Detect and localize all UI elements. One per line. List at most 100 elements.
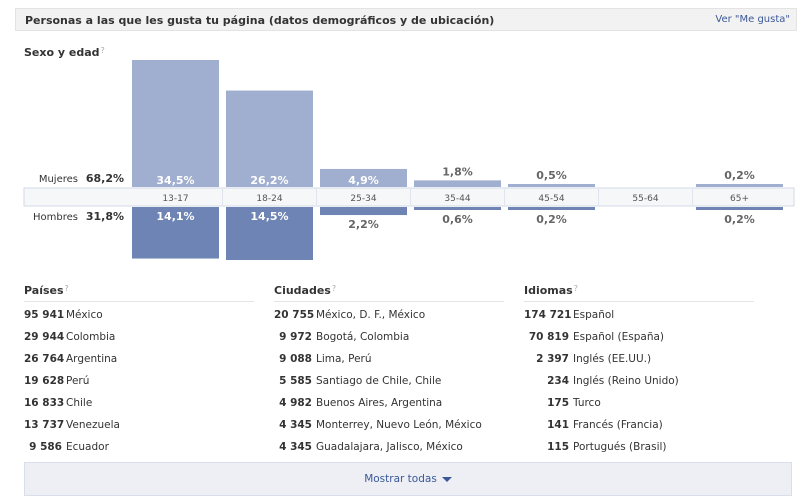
cities-title-text: Ciudades bbox=[274, 284, 331, 297]
item-count: 13 737 bbox=[24, 419, 65, 431]
item-count: 4 982 bbox=[279, 397, 312, 409]
age-tick-label: 55-64 bbox=[632, 194, 658, 204]
item-label: Monterrey, Nuevo León, México bbox=[316, 419, 482, 431]
item-label: Portugués (Brasil) bbox=[573, 441, 667, 453]
list-item: 4 982 Buenos Aires, Argentina bbox=[274, 394, 482, 416]
item-label: Español (España) bbox=[573, 331, 665, 343]
men-bar-label: 0,6% bbox=[442, 213, 473, 226]
item-count: 9 586 bbox=[29, 441, 62, 453]
list-item: 70 819 Español (España) bbox=[524, 328, 679, 350]
item-label: Guadalajara, Jalisco, México bbox=[316, 441, 463, 453]
item-count: 4 345 bbox=[279, 419, 312, 431]
item-label: Bogotá, Colombia bbox=[316, 331, 410, 343]
age-tick-label: 65+ bbox=[730, 194, 749, 204]
item-label: Chile bbox=[66, 397, 93, 409]
item-count: 95 941 bbox=[24, 309, 65, 321]
languages-list: 174 721 Español 70 819 Español (España) 2 39… bbox=[524, 306, 679, 460]
item-count: 174 721 bbox=[524, 309, 572, 321]
women-bar-label: 1,8% bbox=[442, 165, 473, 178]
help-icon[interactable]: ? bbox=[573, 284, 578, 293]
age-tick-label: 45-54 bbox=[538, 194, 564, 204]
help-icon[interactable]: ? bbox=[100, 46, 105, 55]
item-count: 115 bbox=[547, 441, 569, 453]
list-item: 141 Francés (Francia) bbox=[524, 416, 679, 438]
gender-age-title: Sexo y edad? bbox=[24, 46, 105, 59]
women-bar-label: 34,5% bbox=[156, 174, 194, 187]
help-icon[interactable]: ? bbox=[331, 284, 337, 293]
item-count: 234 bbox=[547, 375, 569, 387]
item-label: Ecuador bbox=[66, 441, 109, 453]
cities-title: Ciudades? bbox=[274, 284, 336, 297]
item-label: México bbox=[66, 309, 103, 321]
age-tick-label: 13-17 bbox=[162, 194, 188, 204]
footer-bar: Mostrar todas bbox=[24, 462, 792, 496]
women-bar bbox=[508, 184, 595, 187]
show-all-button[interactable]: Mostrar todas bbox=[25, 473, 791, 485]
languages-title-text: Idiomas bbox=[524, 284, 573, 297]
item-count: 4 345 bbox=[279, 441, 312, 453]
men-bar-label: 14,1% bbox=[156, 210, 194, 223]
age-tick-label: 18-24 bbox=[256, 194, 282, 204]
item-count: 175 bbox=[547, 397, 569, 409]
list-item: 234 Inglés (Reino Unido) bbox=[524, 372, 679, 394]
list-item: 9 088 Lima, Perú bbox=[274, 350, 482, 372]
item-count: 26 764 bbox=[24, 353, 65, 365]
item-count: 5 585 bbox=[279, 375, 312, 387]
item-label: Perú bbox=[66, 375, 90, 387]
show-all-label: Mostrar todas bbox=[364, 473, 437, 485]
view-likes-link[interactable]: Ver "Me gusta" bbox=[715, 14, 790, 25]
men-bar-label: 14,5% bbox=[250, 210, 288, 223]
men-bar bbox=[414, 207, 501, 210]
list-item: 95 941 México bbox=[24, 306, 120, 328]
item-label: Inglés (EE.UU.) bbox=[573, 353, 652, 365]
countries-title: Países? bbox=[24, 284, 69, 297]
men-bar-label: 0,2% bbox=[536, 213, 567, 226]
age-tick-label: 25-34 bbox=[350, 194, 376, 204]
chevron-down-icon bbox=[441, 476, 452, 482]
item-label: Español bbox=[573, 309, 615, 321]
women-bar-label: 4,9% bbox=[348, 174, 379, 187]
men-bar-label: 2,2% bbox=[348, 218, 379, 231]
item-label: Francés (Francia) bbox=[573, 419, 663, 431]
women-bar bbox=[414, 180, 501, 187]
women-bar-label: 26,2% bbox=[250, 174, 288, 187]
age-axis-band bbox=[23, 187, 795, 207]
languages-title: Idiomas? bbox=[524, 284, 578, 297]
panel-title: Personas a las que les gusta tu página (… bbox=[25, 14, 495, 27]
women-percentage: 68,2% bbox=[86, 172, 124, 185]
item-count: 20 755 bbox=[274, 309, 315, 321]
list-item: 5 585 Santiago de Chile, Chile bbox=[274, 372, 482, 394]
men-bar bbox=[320, 207, 407, 216]
gender-age-title-text: Sexo y edad bbox=[24, 46, 100, 59]
women-bar-label: 0,5% bbox=[536, 169, 567, 182]
cities-divider bbox=[274, 301, 504, 302]
help-icon[interactable]: ? bbox=[64, 284, 69, 293]
men-label: Hombres bbox=[33, 212, 78, 223]
list-item: 9 586 Ecuador bbox=[24, 438, 120, 460]
item-label: Turco bbox=[573, 397, 601, 409]
countries-divider bbox=[24, 301, 254, 302]
list-item: 9 972 Bogotá, Colombia bbox=[274, 328, 482, 350]
women-bar-label: 0,2% bbox=[724, 169, 755, 182]
women-bar bbox=[132, 60, 219, 187]
item-label: México, D. F., México bbox=[316, 309, 426, 321]
men-bar bbox=[132, 207, 219, 259]
list-item: 4 345 Monterrey, Nuevo León, México bbox=[274, 416, 482, 438]
list-item: 29 944 Colombia bbox=[24, 328, 120, 350]
list-item: 19 628 Perú bbox=[24, 372, 120, 394]
list-item: 13 737 Venezuela bbox=[24, 416, 120, 438]
women-label: Mujeres bbox=[39, 174, 78, 185]
item-count: 9 972 bbox=[279, 331, 312, 343]
list-item: 20 755 México, D. F., México bbox=[274, 306, 482, 328]
item-count: 29 944 bbox=[24, 331, 65, 343]
item-label: Colombia bbox=[66, 331, 116, 343]
women-bar bbox=[696, 184, 783, 187]
men-percentage: 31,8% bbox=[86, 210, 124, 223]
languages-divider bbox=[524, 301, 754, 302]
women-bar bbox=[320, 168, 407, 187]
item-label: Lima, Perú bbox=[316, 353, 372, 365]
item-label: Inglés (Reino Unido) bbox=[573, 375, 679, 387]
item-count: 9 088 bbox=[279, 353, 312, 365]
list-item: 16 833 Chile bbox=[24, 394, 120, 416]
men-bar bbox=[696, 207, 783, 210]
